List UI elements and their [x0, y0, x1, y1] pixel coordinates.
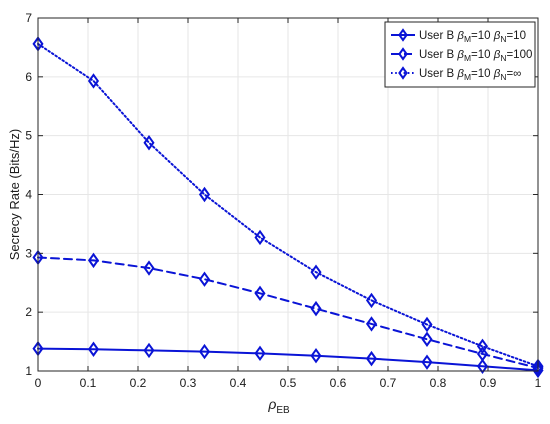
- x-tick-label: 0.7: [380, 376, 397, 390]
- series-line: [37, 42, 539, 368]
- series-line: [37, 347, 539, 372]
- legend-label-part: =100: [506, 49, 532, 61]
- x-tick-label: 0.6: [330, 376, 347, 390]
- x-tick-label: 0.3: [180, 376, 197, 390]
- x-axis-title: ρEB: [267, 396, 290, 416]
- y-tick-label: 1: [25, 364, 32, 378]
- legend-item: User B βM=10 βN=∞: [391, 66, 521, 82]
- y-axis-title: Secrecy Rate (Bits/Hz): [7, 129, 22, 260]
- data-point-marker: [476, 346, 489, 362]
- legend-label-part: =10: [471, 68, 491, 80]
- data-point-marker: [254, 285, 266, 302]
- legend-label-part: =∞: [506, 68, 521, 80]
- series-1: [32, 340, 544, 379]
- data-point-marker: [143, 342, 155, 359]
- x-tick-label: 1: [535, 376, 542, 390]
- x-tick-label: 0: [35, 376, 42, 390]
- data-point-marker: [365, 292, 378, 309]
- legend-label-part: User B: [419, 49, 454, 61]
- data-point-marker: [365, 350, 378, 367]
- data-point-marker: [87, 252, 100, 269]
- data-point-marker: [532, 358, 544, 375]
- legend-label-part: β: [493, 68, 501, 80]
- data-point-marker: [198, 343, 211, 360]
- legend-label-part: β: [456, 68, 464, 80]
- x-axis-title-subscript: EB: [276, 405, 290, 416]
- y-tick-label: 7: [25, 11, 32, 25]
- data-point-marker: [198, 186, 211, 203]
- legend-label-part: β: [456, 49, 464, 61]
- y-tick-label: 3: [25, 246, 32, 260]
- data-point-marker: [254, 229, 266, 246]
- x-tick-label: 0.4: [230, 376, 247, 390]
- axis-ticks: 0 0.1 0.2 0.3 0.4 0.5 0.6 0.7 0.8 0.9 1 1 2 3 4 5 6 7: [25, 11, 541, 390]
- legend-label-part: β: [493, 49, 501, 61]
- data-point-marker: [310, 300, 322, 317]
- series-layer: [32, 36, 544, 379]
- data-point-marker: [476, 358, 489, 375]
- data-point-marker: [254, 345, 266, 362]
- legend-label-part: N: [500, 34, 506, 44]
- data-point-marker: [421, 316, 433, 333]
- y-tick-label: 4: [25, 188, 32, 202]
- legend-label: User B βM=10 βN=∞: [419, 68, 521, 82]
- data-point-marker: [310, 347, 322, 364]
- series-3: [32, 36, 544, 375]
- data-point-marker: [421, 331, 433, 347]
- legend-label-part: β: [456, 30, 464, 42]
- legend-label-part: N: [500, 72, 506, 82]
- legend-marker: [398, 28, 408, 42]
- data-point-marker: [310, 264, 322, 280]
- legend-label-part: =10: [471, 30, 491, 42]
- x-tick-label: 0.9: [480, 376, 497, 390]
- x-axis-title-symbol: ρ: [267, 396, 276, 412]
- legend-label-part: N: [500, 53, 506, 63]
- data-point-marker: [198, 271, 211, 287]
- legend-item: User B βM=10 βN=100: [391, 47, 532, 63]
- legend-label: User B βM=10 βN=10: [419, 30, 526, 44]
- x-tick-label: 0.2: [130, 376, 147, 390]
- data-point-marker: [365, 316, 378, 332]
- x-tick-label: 0.1: [80, 376, 97, 390]
- data-point-marker: [476, 338, 489, 355]
- y-tick-label: 5: [25, 129, 32, 143]
- legend-label-part: β: [493, 30, 501, 42]
- data-point-marker: [421, 354, 433, 370]
- legend-marker: [398, 47, 408, 61]
- y-tick-label: 6: [25, 70, 32, 84]
- x-tick-label: 0.5: [280, 376, 297, 390]
- series-line: [37, 256, 539, 370]
- data-point-marker: [87, 73, 100, 89]
- legend-label-part: =10: [471, 49, 491, 61]
- legend-label-part: =10: [506, 30, 526, 42]
- legend-label-part: M: [464, 34, 471, 44]
- legend-label-part: M: [464, 72, 471, 82]
- series-2: [32, 249, 544, 376]
- x-tick-label: 0.8: [430, 376, 447, 390]
- legend-label: User B βM=10 βN=100: [419, 49, 532, 63]
- legend-marker: [398, 66, 408, 80]
- legend-label-part: User B: [419, 68, 454, 80]
- data-point-marker: [143, 135, 155, 151]
- data-point-marker: [143, 260, 155, 276]
- legend-item: User B βM=10 βN=10: [391, 28, 526, 44]
- data-point-marker: [87, 341, 100, 357]
- y-tick-label: 2: [25, 305, 32, 319]
- legend-label-part: M: [464, 53, 471, 63]
- legend-label-part: User B: [419, 30, 454, 42]
